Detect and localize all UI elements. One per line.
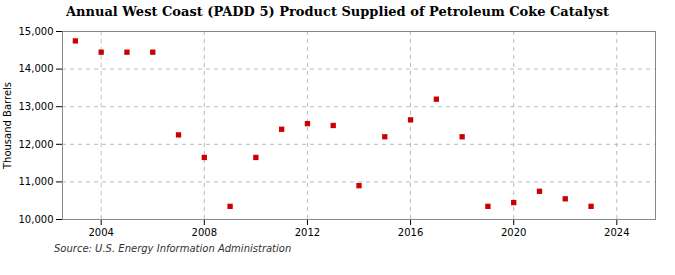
svg-text:2004: 2004 [88,227,113,238]
svg-text:2012: 2012 [295,227,320,238]
svg-text:2016: 2016 [398,227,423,238]
html-text:Source: U.S. Energy Informatio: Source: U.S. Energy Information Administ… [54,243,292,254]
svg-text:15,000: 15,000 [19,26,54,37]
svg-text:2020: 2020 [501,227,526,238]
svg-text:12,000: 12,000 [19,139,54,150]
svg-text:Thousand Barrels: Thousand Barrels [2,82,13,170]
html-text:Annual West Coast (PADD 5) Pro: Annual West Coast (PADD 5) Product Suppl… [66,4,609,19]
svg-text:2024: 2024 [604,227,629,238]
svg-text:14,000: 14,000 [19,63,54,74]
svg-text:13,000: 13,000 [19,101,54,112]
svg-text:2008: 2008 [192,227,217,238]
svg-text:11,000: 11,000 [19,176,54,187]
svg-text:10,000: 10,000 [19,214,54,225]
